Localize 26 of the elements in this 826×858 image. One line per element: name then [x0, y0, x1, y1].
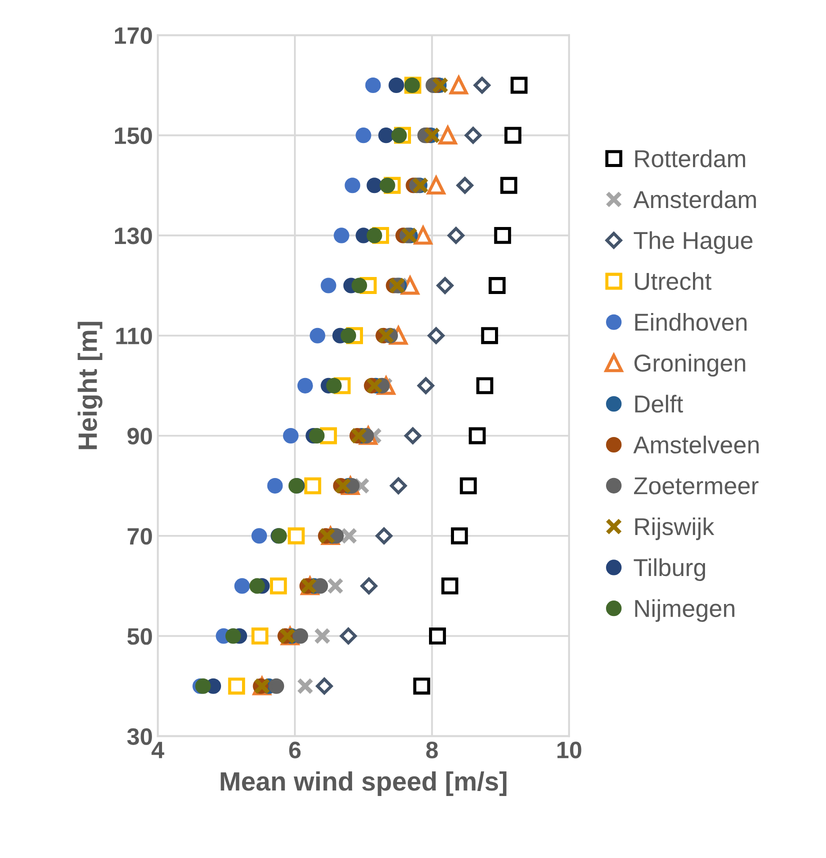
x-tick-label: 10	[557, 742, 582, 758]
x-axis-title: Mean wind speed [m/s]	[220, 771, 506, 796]
y-axis-title: Height [m]	[78, 322, 102, 450]
legend-label: Utrecht	[635, 272, 712, 290]
y-tick-label: 70	[128, 528, 152, 545]
y-tick-label: 130	[115, 228, 152, 244]
legend-label: Amstelveen	[633, 436, 759, 454]
y-tick-label: 30	[127, 728, 152, 745]
legend-label: Rotterdam	[635, 149, 746, 168]
x-tick-label: 6	[289, 742, 301, 758]
y-tick-label: 110	[116, 328, 152, 344]
legend-label: Nijmegen	[635, 599, 734, 622]
legend-label: Groningen	[634, 354, 746, 377]
x-tick-label: 4	[152, 742, 164, 758]
legend-label: Zoetermeer	[634, 477, 758, 494]
y-tick-label: 90	[127, 428, 152, 445]
y-tick-label: 50	[127, 628, 152, 645]
legend-label: The Hague	[634, 231, 752, 254]
y-tick-label: 170	[115, 27, 152, 44]
legend-label: Amsterdam	[633, 190, 756, 208]
x-tick-label: 8	[426, 742, 438, 758]
legend-label: Tilburg	[634, 558, 706, 581]
legend-label: Eindhoven	[635, 313, 747, 331]
y-tick-label: 150	[115, 127, 152, 144]
legend-label: Delft	[635, 394, 684, 413]
legend-label: Rijswijk	[635, 517, 714, 540]
